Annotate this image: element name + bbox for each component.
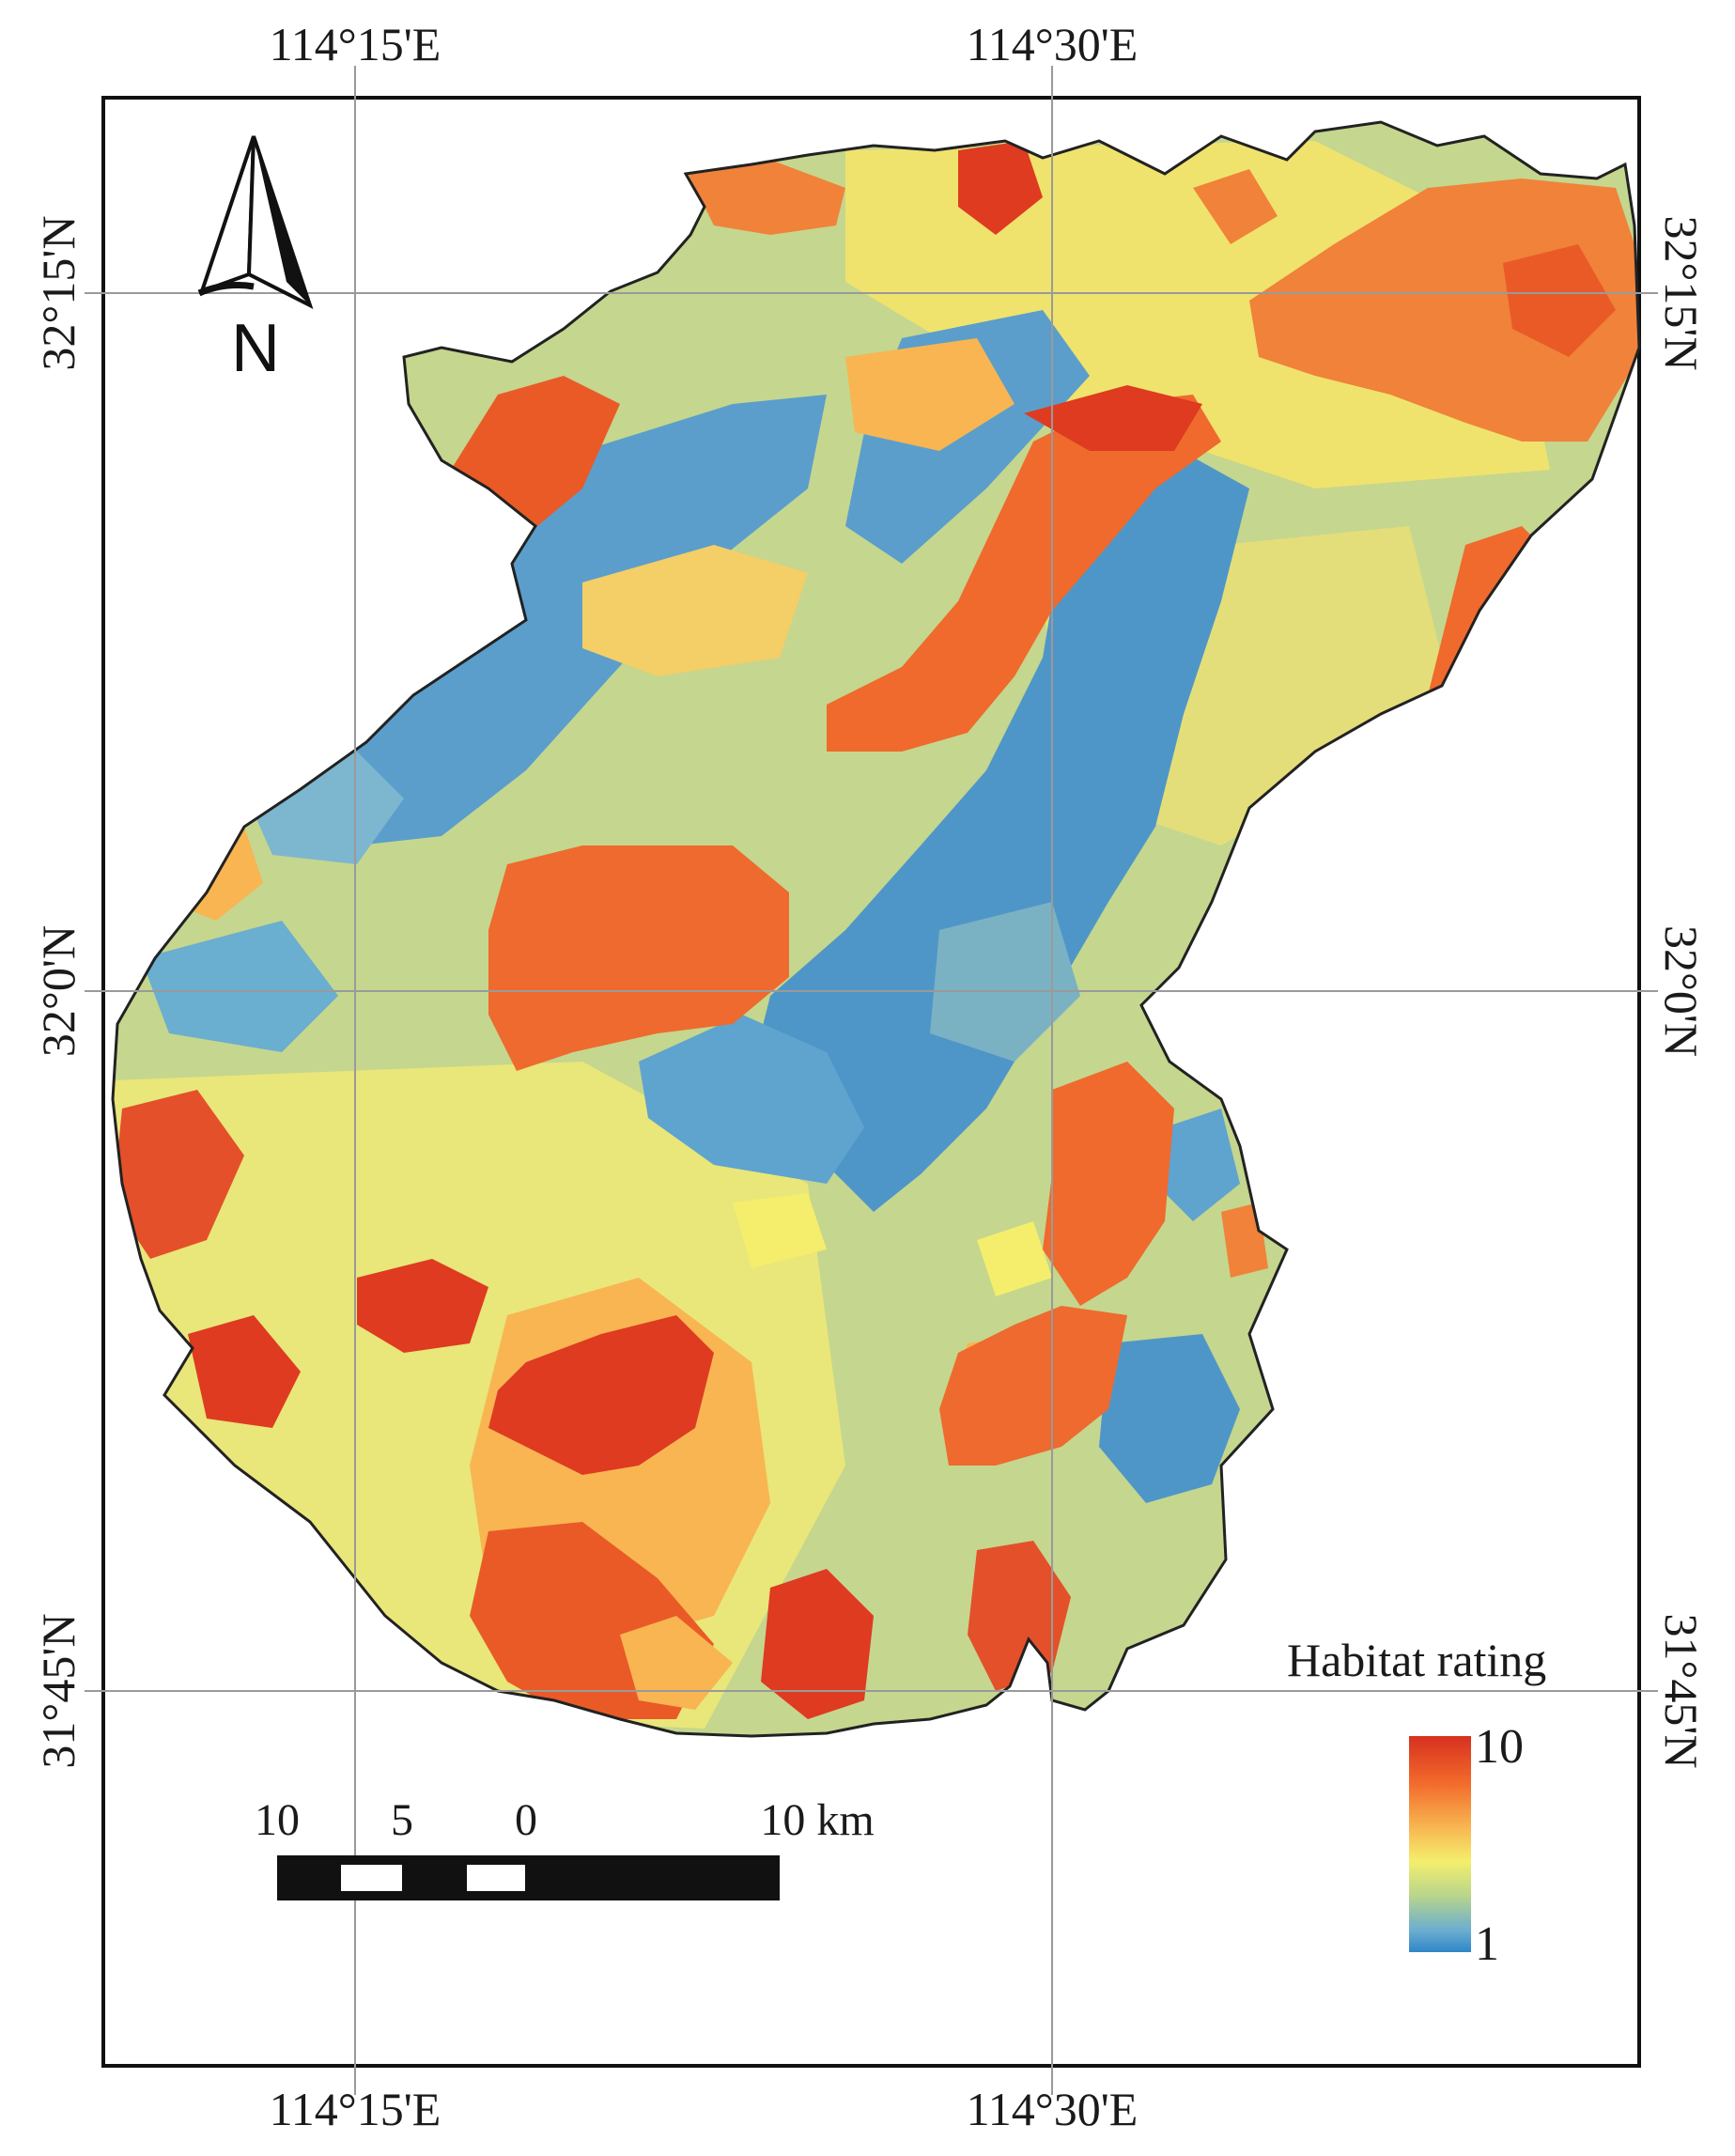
scale-label-10: 10	[255, 1795, 300, 1845]
graticule	[85, 66, 1658, 2095]
lon-label-top-left: 114°15'E	[269, 18, 441, 70]
lat-label-left-mid: 32°0'N	[32, 924, 85, 1058]
scale-label-5: 5	[391, 1795, 413, 1845]
scale-bar-segment-light	[341, 1865, 402, 1891]
legend-min-label: 1	[1475, 1917, 1499, 1971]
scale-bar-segment-light	[467, 1865, 525, 1891]
region-boundary	[111, 120, 1641, 1738]
north-arrow-icon: N	[197, 135, 314, 386]
scale-bar	[277, 1855, 780, 1900]
scale-label-10-km: 10 km	[760, 1795, 875, 1845]
lon-label-top-right: 114°30'E	[966, 18, 1139, 70]
scale-label-0: 0	[515, 1795, 537, 1845]
lat-label-right-mid: 32°0'N	[1655, 924, 1708, 1058]
lon-label-bottom-left: 114°15'E	[269, 2083, 441, 2135]
lat-label-right-bottom: 31°45'N	[1655, 1613, 1708, 1769]
lat-label-right-top: 32°15'N	[1655, 215, 1708, 371]
lat-label-left-bottom: 31°45'N	[32, 1613, 85, 1769]
legend-max-label: 10	[1475, 1720, 1524, 1774]
lon-label-bottom-right: 114°30'E	[966, 2083, 1139, 2135]
legend-title: Habitat rating	[1287, 1634, 1547, 1686]
north-arrow-label: N	[231, 311, 280, 386]
legend-color-ramp	[1409, 1736, 1471, 1952]
lat-label-left-top: 32°15'N	[32, 215, 85, 371]
